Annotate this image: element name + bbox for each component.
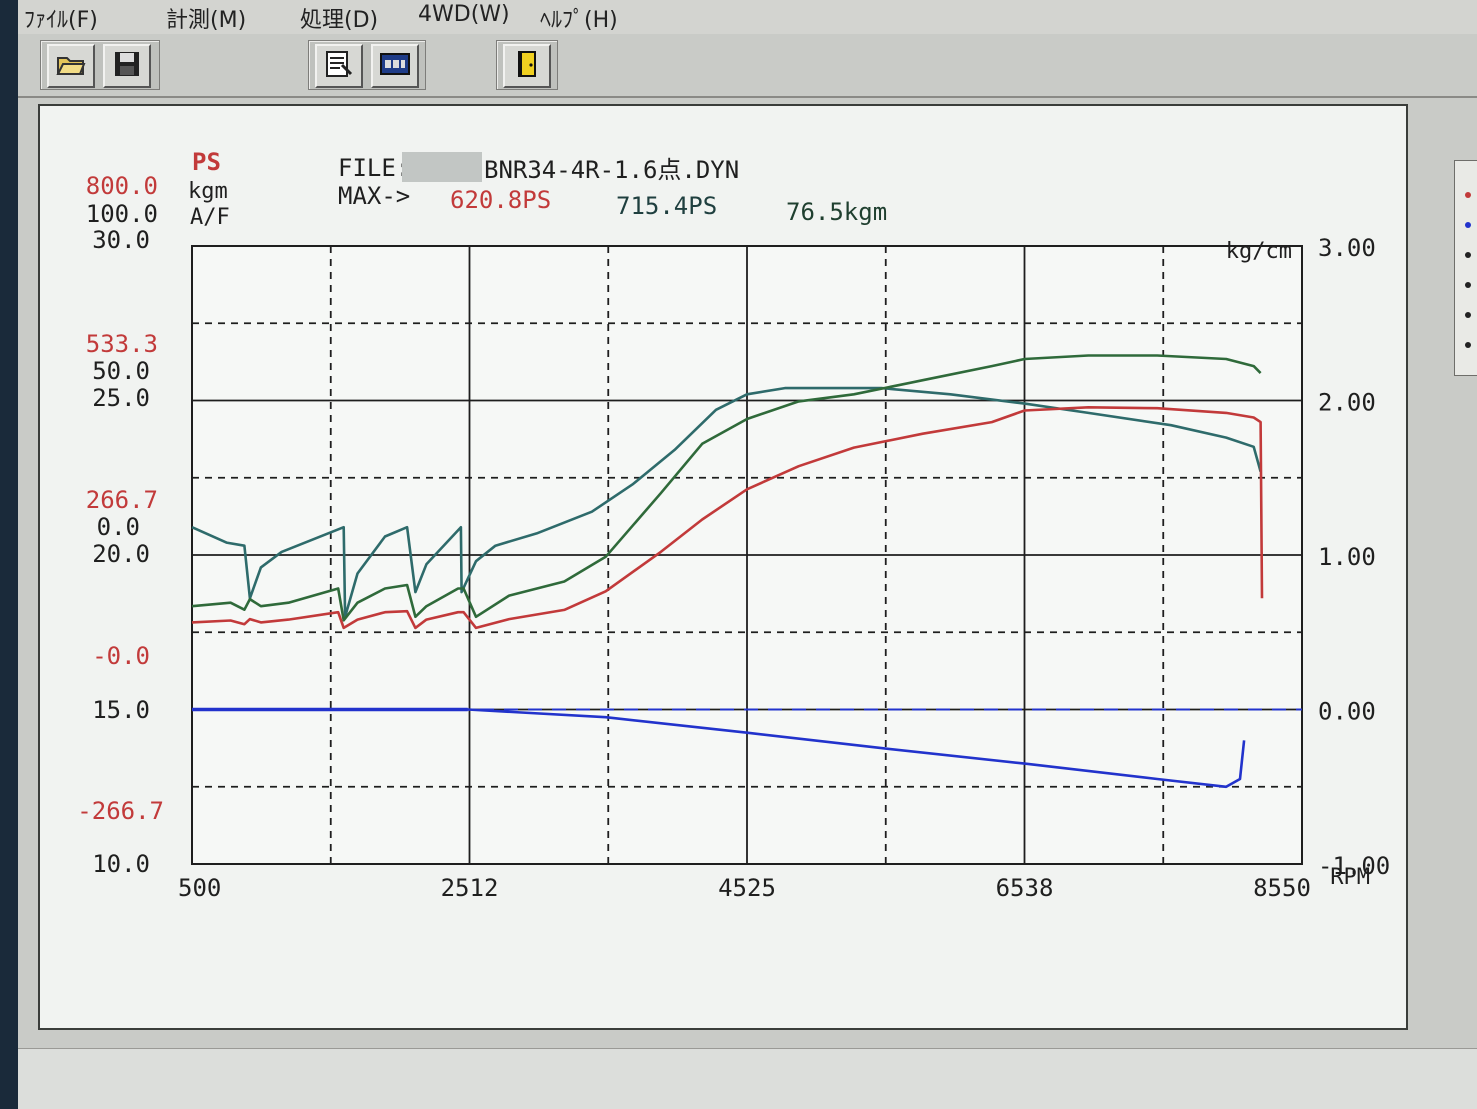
legend-dot bbox=[1465, 282, 1471, 288]
max-label: MAX-> bbox=[338, 182, 410, 210]
max-ps-wheel: 620.8PS bbox=[450, 186, 551, 214]
menu-4wd[interactable]: 4WD(W) bbox=[418, 2, 510, 27]
exit-button[interactable] bbox=[503, 44, 551, 88]
legend-boost-dot bbox=[1465, 222, 1471, 228]
toolbar-file-group bbox=[40, 40, 160, 90]
exit-door-icon bbox=[515, 49, 539, 83]
legend-dot bbox=[1465, 252, 1471, 258]
x-axis-unit: RPM bbox=[1330, 865, 1370, 890]
left-af-tick: 10.0 bbox=[92, 850, 150, 878]
right-boost-tick: 2.00 bbox=[1318, 389, 1376, 417]
menu-help[interactable]: ﾍﾙﾌﾟ(H) bbox=[540, 8, 618, 33]
unit-ps: PS bbox=[192, 148, 221, 176]
menu-process[interactable]: 処理(D) bbox=[300, 8, 379, 33]
save-file-button[interactable] bbox=[103, 44, 151, 88]
legend-ps-dot bbox=[1465, 192, 1471, 198]
dyno-chart-panel: 800.0 100.0 30.0 533.3 50.0 25.0 266.7 0.0 20.0 -… bbox=[38, 104, 1408, 1030]
process-icon bbox=[324, 49, 354, 83]
right-boost-tick: 0.00 bbox=[1318, 698, 1376, 726]
left-ps-tick: -266.7 bbox=[77, 797, 164, 825]
x-rpm-tick: 8550 bbox=[1253, 874, 1311, 902]
series-af-line bbox=[191, 386, 1262, 619]
open-file-button[interactable] bbox=[47, 44, 95, 88]
left-kgm-tick: 100.0 bbox=[86, 200, 158, 228]
x-rpm-tick: 2512 bbox=[441, 874, 499, 902]
series-ps-line bbox=[191, 405, 1264, 630]
left-ps-tick: 266.7 bbox=[86, 486, 158, 514]
series-torque-line bbox=[191, 354, 1262, 622]
dyno-app-window: ﾌｧｲﾙ(F) 計測(M) 処理(D) 4WD(W) ﾍﾙﾌﾟ(H) bbox=[18, 0, 1477, 1109]
display-button[interactable] bbox=[371, 44, 419, 88]
unit-af: A/F bbox=[190, 205, 230, 230]
series-boost-line bbox=[192, 708, 1246, 789]
left-ps-tick: 533.3 bbox=[86, 330, 158, 358]
menu-file[interactable]: ﾌｧｲﾙ(F) bbox=[24, 8, 98, 33]
file-name: BNR34-4R-1.6点.DYN bbox=[484, 156, 739, 184]
menu-measure[interactable]: 計測(M) bbox=[166, 8, 247, 33]
open-folder-icon bbox=[56, 52, 86, 80]
x-rpm-tick: 500 bbox=[178, 874, 221, 902]
process-button[interactable] bbox=[315, 44, 363, 88]
left-ps-tick: 800.0 bbox=[86, 172, 158, 200]
save-disk-icon bbox=[113, 50, 141, 82]
right-boost-tick: 1.00 bbox=[1318, 543, 1376, 571]
left-af-tick: 30.0 bbox=[92, 226, 150, 254]
x-rpm-tick: 4525 bbox=[718, 874, 776, 902]
right-boost-tick: -1.00 bbox=[1318, 852, 1390, 880]
left-kgm-tick: 50.0 bbox=[92, 357, 150, 385]
unit-kgm: kgm bbox=[188, 179, 228, 204]
legend-dot bbox=[1465, 342, 1471, 348]
left-af-tick: 20.0 bbox=[92, 540, 150, 568]
file-label: FILE: bbox=[338, 154, 410, 182]
right-axis-unit: kg/cm bbox=[1226, 239, 1292, 264]
left-af-tick: 15.0 bbox=[92, 696, 150, 724]
right-boost-tick: 3.00 bbox=[1318, 234, 1376, 262]
left-kgm-tick: 0.0 bbox=[97, 513, 140, 541]
toolbar-exit-group bbox=[496, 40, 558, 90]
status-strip bbox=[18, 1048, 1477, 1109]
legend-dot bbox=[1465, 312, 1471, 318]
toolbar-process-group bbox=[308, 40, 426, 90]
left-af-tick: 25.0 bbox=[92, 384, 150, 412]
redacted-file-prefix bbox=[402, 152, 482, 182]
series-legend-strip bbox=[1454, 160, 1477, 376]
display-icon bbox=[379, 52, 411, 80]
menu-bar: ﾌｧｲﾙ(F) 計測(M) 処理(D) 4WD(W) ﾍﾙﾌﾟ(H) bbox=[18, 0, 1477, 35]
max-torque: 76.5kgm bbox=[786, 198, 887, 226]
x-rpm-tick: 6538 bbox=[996, 874, 1054, 902]
toolbar bbox=[18, 34, 1477, 98]
left-ps-tick: -0.0 bbox=[92, 642, 150, 670]
max-ps-engine: 715.4PS bbox=[616, 192, 717, 220]
